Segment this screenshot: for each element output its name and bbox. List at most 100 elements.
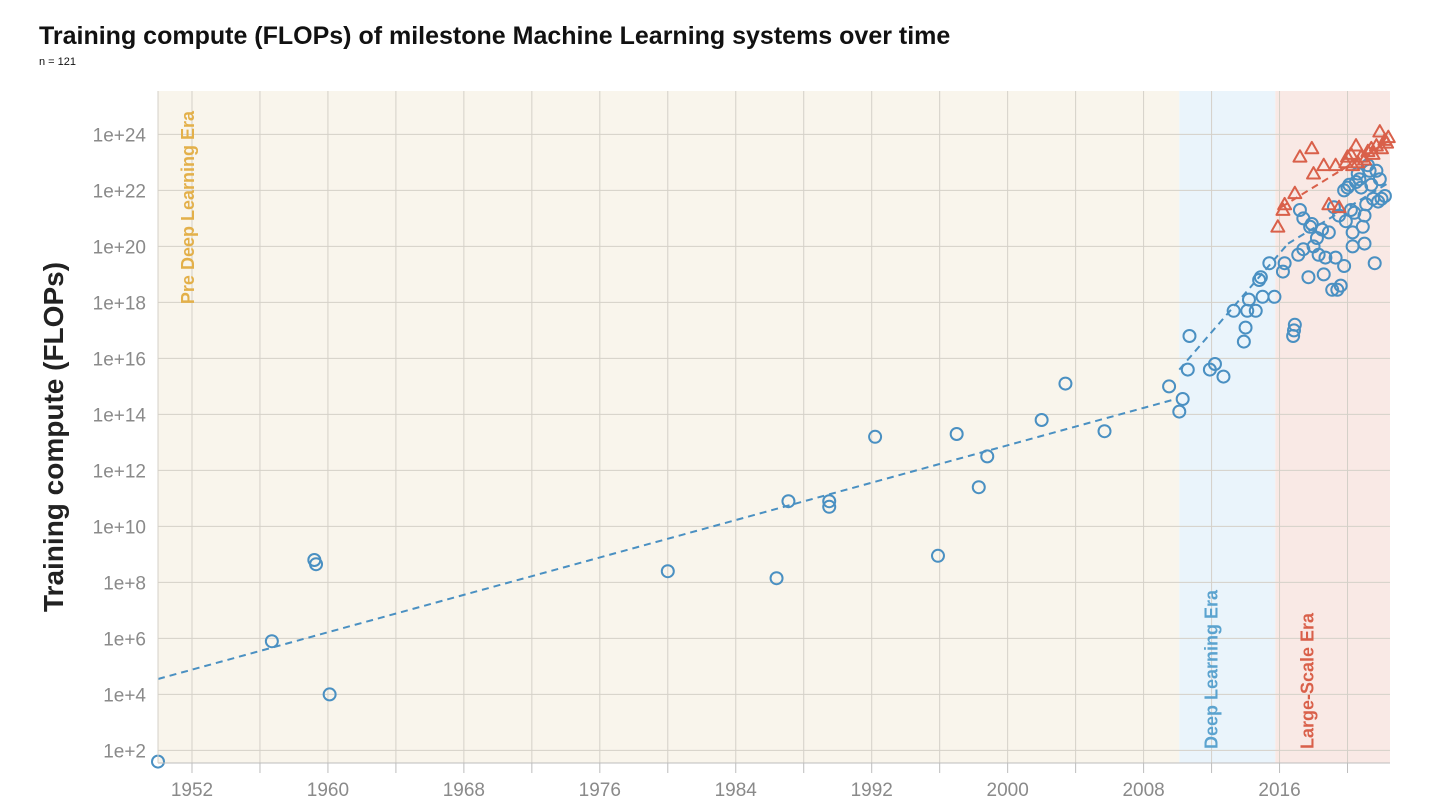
data-point-circle — [1172, 404, 1187, 419]
data-point-circle — [1372, 172, 1387, 187]
data-point-circle — [1338, 214, 1353, 229]
y-tick-label: 1e+8 — [103, 573, 146, 594]
data-point-circle — [1207, 357, 1222, 371]
data-point-circle — [769, 571, 784, 586]
data-point-circle — [822, 494, 837, 509]
data-point-triangle — [1372, 124, 1388, 138]
data-point-triangle — [1345, 157, 1361, 172]
data-point-circle — [1241, 292, 1256, 307]
data-point-circle — [822, 499, 837, 514]
data-point-triangle — [1340, 149, 1356, 163]
data-point-triangle — [1292, 149, 1308, 163]
data-point-triangle — [1270, 219, 1286, 233]
data-point-circle — [1034, 413, 1049, 427]
data-point-circle — [1333, 278, 1348, 293]
y-tick-label: 1e+16 — [93, 349, 146, 370]
x-tick-label: 2008 — [1122, 780, 1164, 801]
chart-subtitle: n = 121 — [39, 56, 77, 68]
data-point-circle — [1301, 270, 1316, 285]
era-band — [158, 91, 1180, 763]
trend-line — [1178, 242, 1289, 371]
data-point-circle — [868, 429, 883, 444]
data-point-circle — [1318, 250, 1333, 265]
data-point-circle — [1377, 189, 1392, 203]
data-point-circle — [1369, 163, 1384, 178]
data-point-circle — [1292, 203, 1307, 217]
data-point-circle — [1267, 289, 1282, 304]
data-point-triangle — [1343, 146, 1359, 160]
data-point-triangle — [1380, 129, 1396, 144]
data-point-circle — [1277, 256, 1292, 271]
y-tick-label: 1e+22 — [93, 181, 146, 202]
data-point-circle — [309, 557, 324, 572]
y-tick-label: 1e+14 — [93, 405, 147, 426]
y-tick-label: 1e+4 — [103, 685, 146, 706]
data-point-circle — [1216, 369, 1231, 384]
axes: 1952 1960 1968 1976 1984 1992 2000 2008 2016 1e+2… — [93, 91, 1390, 801]
data-point-circle — [930, 548, 945, 563]
data-point-triangle — [1321, 196, 1337, 211]
data-point-circle — [1275, 264, 1290, 279]
data-point-triangle — [1316, 157, 1332, 172]
chart-title: Training compute (FLOPs) of milestone Ma… — [39, 22, 951, 50]
x-tick-label: 1976 — [579, 780, 621, 801]
era-label: Deep Learning Era — [1201, 589, 1221, 749]
data-point-circle — [1286, 323, 1301, 338]
x-tick-label: 2016 — [1258, 780, 1300, 801]
data-point-circle — [1287, 317, 1302, 332]
data-point-circle — [1357, 236, 1372, 251]
data-point-circle — [1058, 376, 1073, 391]
y-tick-label: 1e+18 — [93, 293, 146, 314]
data-point-circle — [1182, 329, 1197, 343]
data-point-circle — [322, 687, 337, 702]
data-point-circle — [949, 427, 964, 441]
data-point-circle — [1352, 172, 1367, 187]
data-point-circle — [1311, 247, 1326, 262]
data-point-circle — [1175, 392, 1190, 406]
data-point-circle — [1162, 379, 1177, 394]
x-tick-label: 1952 — [171, 780, 213, 801]
data-points — [151, 124, 1396, 769]
data-point-triangle — [1348, 138, 1364, 152]
data-point-triangle — [1306, 166, 1322, 180]
era-label: Pre Deep Learning Era — [178, 110, 198, 304]
y-tick-label: 1e+6 — [103, 629, 146, 650]
y-tick-label: 1e+24 — [93, 125, 147, 146]
grid-lines — [158, 91, 1390, 763]
trend-line — [157, 398, 1177, 680]
data-point-circle — [1328, 250, 1343, 265]
x-tick-label: 2000 — [987, 780, 1029, 801]
data-point-circle — [1325, 282, 1340, 297]
data-point-circle — [1097, 424, 1112, 439]
x-tick-label: 1992 — [851, 780, 893, 801]
y-tick-label: 1e+20 — [93, 237, 146, 258]
data-point-triangle — [1331, 199, 1347, 214]
data-point-circle — [980, 449, 995, 464]
x-tick-label: 1984 — [715, 780, 758, 801]
data-point-circle — [1180, 362, 1195, 377]
data-point-triangle — [1277, 196, 1293, 211]
data-point-circle — [1367, 256, 1382, 271]
data-point-circle — [1236, 334, 1251, 349]
data-point-circle — [1321, 225, 1336, 240]
data-point-circle — [1337, 259, 1352, 273]
data-point-circle — [1226, 303, 1241, 318]
y-tick-label: 1e+10 — [93, 517, 146, 538]
y-axis-label: Training compute (FLOPs) — [38, 262, 69, 612]
y-tick-label: 1e+12 — [93, 461, 146, 482]
data-point-triangle — [1304, 140, 1320, 155]
data-point-circle — [1248, 303, 1263, 318]
data-point-circle — [1238, 320, 1253, 335]
data-point-circle — [971, 480, 986, 495]
data-point-circle — [781, 494, 796, 509]
data-point-circle — [1330, 282, 1345, 297]
trend-line — [1280, 139, 1391, 209]
data-point-circle — [264, 634, 279, 649]
data-point-circle — [1374, 191, 1389, 206]
era-label: Large-Scale Era — [1297, 612, 1317, 749]
data-point-circle — [1315, 222, 1330, 237]
data-point-triangle — [1328, 157, 1344, 172]
x-tick-label: 1960 — [307, 780, 349, 801]
y-tick-label: 1e+2 — [103, 741, 146, 762]
